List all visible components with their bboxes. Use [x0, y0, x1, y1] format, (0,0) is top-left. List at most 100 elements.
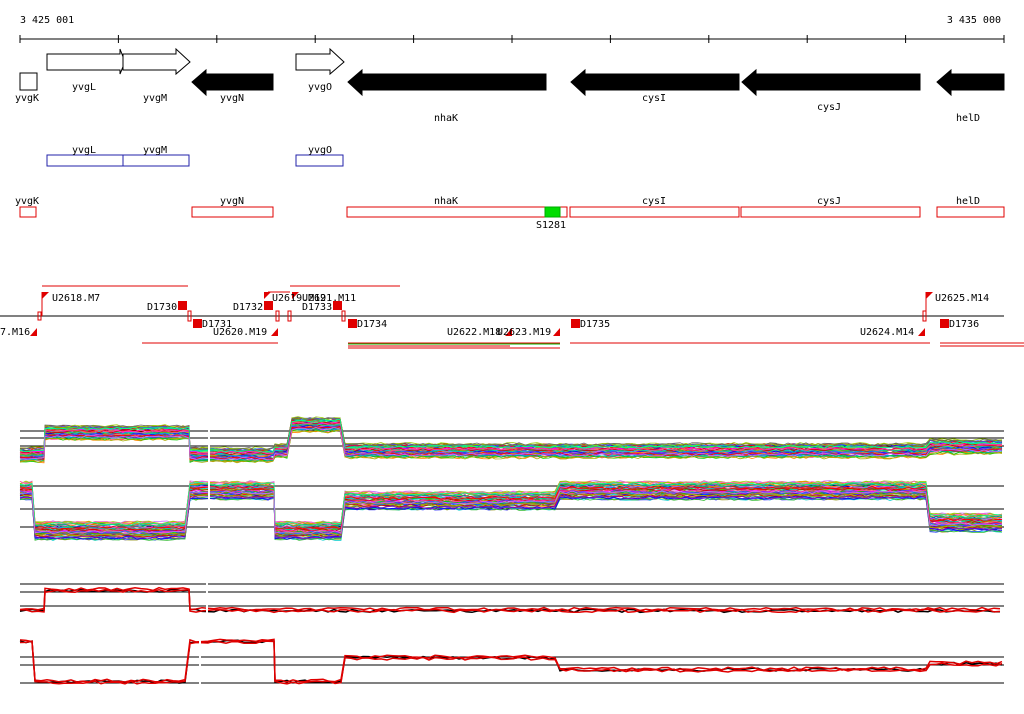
terminator-d1733[interactable] — [333, 301, 342, 310]
gene-yvgL-arrow[interactable] — [46, 48, 126, 75]
gene-yvgO-arrow[interactable] — [295, 47, 345, 76]
tu-label-d1730: D1730 — [147, 302, 177, 313]
operon-yvgO-box[interactable] — [295, 154, 344, 167]
operon-helD-label: helD — [956, 196, 980, 207]
expression-trace — [19, 481, 1003, 526]
operon-helD-box[interactable] — [936, 206, 1005, 218]
terminator-d1735[interactable] — [571, 319, 580, 328]
tu-label-d1736: D1736 — [949, 319, 979, 330]
operon-yvgK-label: yvgK — [15, 196, 39, 207]
minus-operon-track: yvgK yvgN nhaK cysI cysJ helD S1281 — [15, 196, 1005, 231]
gene-helD-arrow[interactable] — [936, 68, 1005, 97]
ruler-end-label: 3 435 000 — [947, 15, 1001, 26]
expression-trace — [19, 416, 1003, 451]
tiling-minus-strand — [19, 478, 1004, 548]
promoter-u2623-flag[interactable] — [553, 328, 560, 336]
tu-label-u2620: U2620.M19 — [213, 327, 267, 338]
gene-yvgO-label: yvgO — [308, 82, 332, 93]
terminator-d1730[interactable] — [178, 301, 187, 310]
tu-label-u2619: U2619.M19 — [272, 293, 326, 304]
summary-plus-strand — [19, 578, 1004, 620]
operon-yvgL-box[interactable] — [46, 154, 124, 167]
tu-label-u2625: U2625.M14 — [935, 293, 989, 304]
gene-cysI-label: cysI — [642, 93, 666, 104]
tu-label-d1732: D1732 — [233, 302, 263, 313]
operon-yvgO-label: yvgO — [308, 145, 332, 156]
gene-yvgK-label: yvgK — [15, 93, 39, 104]
promoter-u2618-flag[interactable] — [42, 292, 49, 299]
gene-yvgM-label: yvgM — [143, 93, 167, 104]
operon-yvgL-label: yvgL — [72, 145, 96, 156]
site-S1281-marker[interactable] — [544, 206, 561, 218]
expression-trace — [19, 495, 1003, 540]
expression-trace — [19, 639, 1003, 685]
expression-trace — [19, 426, 1003, 461]
expression-trace — [19, 492, 1003, 537]
tu-label-u2621: U2621.M11 — [302, 293, 356, 304]
tu-label-u2623: U2623.M19 — [497, 327, 551, 338]
promoter-u2621-flag[interactable] — [292, 292, 299, 299]
site-S1281-label: S1281 — [536, 220, 566, 231]
expression-trace — [19, 484, 1003, 528]
expression-trace — [19, 429, 1003, 463]
terminator-d1732[interactable] — [264, 301, 273, 310]
operon-yvgM-box[interactable] — [122, 154, 190, 167]
operon-cysI-box[interactable] — [569, 206, 740, 218]
gene-yvgN-arrow[interactable] — [191, 68, 274, 97]
terminator-d1731[interactable] — [193, 319, 202, 328]
operon-cysJ-box[interactable] — [740, 206, 921, 218]
operon-nhaK-label: nhaK — [434, 196, 458, 207]
tu-label-d1735: D1735 — [580, 319, 610, 330]
tu-label-u2622: U2622.M18 — [447, 327, 501, 338]
terminator-d1736[interactable] — [940, 319, 949, 328]
ruler-start-label: 3 425 001 — [20, 15, 74, 26]
operon-yvgM-label: yvgM — [143, 145, 167, 156]
coordinate-ruler: 3 425 001 3 435 000 — [19, 15, 1005, 43]
promoter-u2619-flag[interactable] — [264, 292, 271, 299]
gene-cysJ-arrow[interactable] — [741, 68, 921, 97]
transcription-unit-track: U2618.M7 D1730 D1731 D1732 U2620.M19 U26… — [0, 285, 1024, 349]
tu-label-d1731: D1731 — [202, 319, 232, 330]
promoter-u2622-flag[interactable] — [505, 328, 512, 336]
tiling-plus-strand — [19, 405, 1004, 466]
expression-trace — [19, 417, 1003, 452]
expression-trace — [19, 638, 1003, 683]
expression-trace — [19, 419, 1003, 453]
gene-nhaK-arrow[interactable] — [347, 68, 547, 97]
expression-trace — [19, 490, 1003, 535]
expression-trace — [19, 486, 1003, 530]
gene-yvgK-box[interactable] — [19, 72, 38, 91]
tu-label-d1734: D1734 — [357, 319, 387, 330]
expression-tracks — [19, 405, 1004, 695]
operon-cysJ-label: cysJ — [817, 196, 841, 207]
expression-trace — [19, 586, 1001, 612]
expression-trace — [19, 487, 1003, 532]
gene-yvgM-arrow[interactable] — [122, 47, 191, 76]
expression-trace — [19, 640, 1003, 685]
terminator-d1734[interactable] — [348, 319, 357, 328]
tu-label-u2624: U2624.M14 — [860, 327, 914, 338]
summary-minus-strand — [19, 638, 1004, 695]
promoter-u2620-flag[interactable] — [271, 328, 278, 336]
promoter-m16-flag[interactable] — [30, 328, 37, 336]
tu-label-d1733: D1733 — [302, 302, 332, 313]
tu-label-u2618: U2618.M7 — [52, 293, 100, 304]
gene-cysJ-label: cysJ — [817, 102, 841, 113]
gene-yvgN-label: yvgN — [220, 93, 244, 104]
operon-nhaK-box[interactable] — [346, 206, 568, 218]
expression-trace — [19, 429, 1003, 464]
operon-yvgN-label: yvgN — [220, 196, 244, 207]
promoter-u2625-flag[interactable] — [926, 292, 933, 299]
expression-trace — [19, 493, 1003, 538]
gene-cysI-arrow[interactable] — [570, 68, 740, 97]
promoter-u2624-flag[interactable] — [918, 328, 925, 336]
operon-yvgN-box[interactable] — [191, 206, 274, 218]
gene-helD-label: helD — [956, 113, 980, 124]
tu-label-m16: 7.M16 — [0, 327, 30, 338]
ruler-ticks — [19, 35, 1005, 43]
operon-yvgK-box[interactable] — [19, 206, 37, 218]
gene-nhaK-label: nhaK — [434, 113, 458, 124]
operon-cysI-label: cysI — [642, 196, 666, 207]
gene-yvgL-label: yvgL — [72, 82, 96, 93]
